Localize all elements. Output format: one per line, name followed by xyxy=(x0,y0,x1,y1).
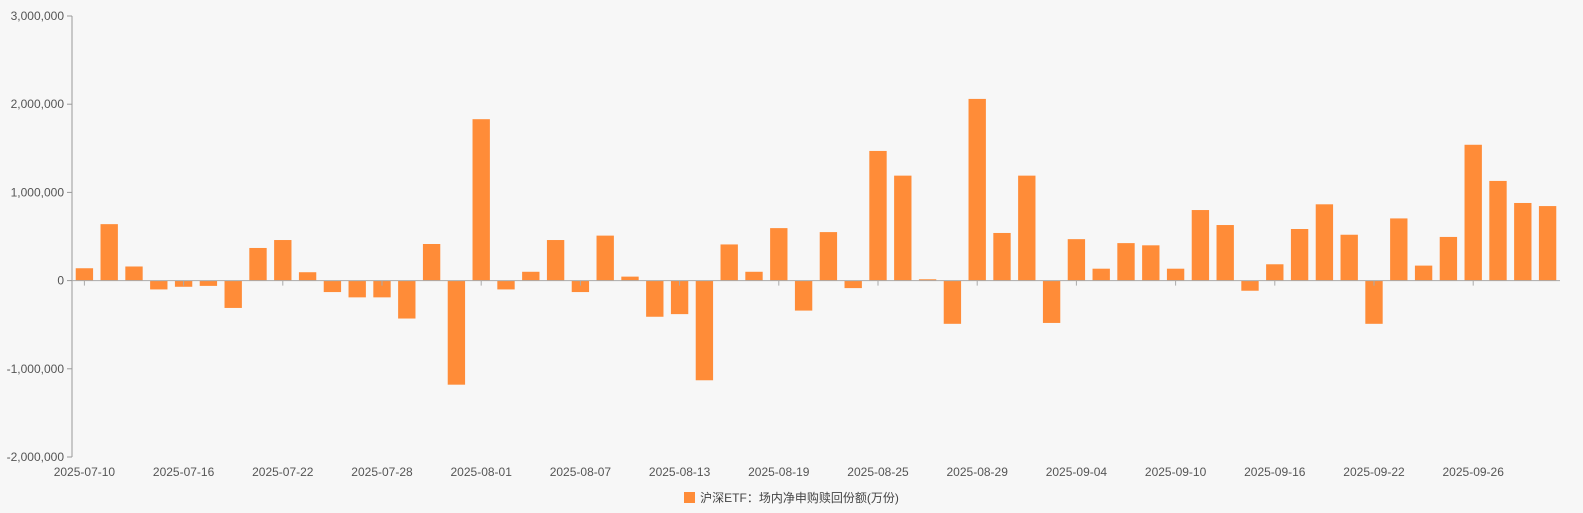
bar[interactable] xyxy=(770,228,788,281)
x-tick-label: 2025-09-10 xyxy=(1145,465,1207,479)
bar[interactable] xyxy=(1117,243,1135,281)
x-tick-label: 2025-08-29 xyxy=(947,465,1009,479)
bar[interactable] xyxy=(1489,180,1507,281)
bar[interactable] xyxy=(1390,218,1408,281)
bar[interactable] xyxy=(497,280,515,290)
bar[interactable] xyxy=(472,119,490,281)
bar[interactable] xyxy=(819,232,838,281)
bar[interactable] xyxy=(1365,280,1383,324)
bar[interactable] xyxy=(695,280,714,381)
x-tick-label: 2025-07-10 xyxy=(54,465,116,479)
bar[interactable] xyxy=(1241,280,1259,291)
y-tick-label: 0 xyxy=(57,274,64,288)
bar[interactable] xyxy=(720,244,738,281)
bar[interactable] xyxy=(1439,236,1458,281)
bar[interactable] xyxy=(1216,225,1234,281)
bar[interactable] xyxy=(621,276,639,281)
y-tick-label: -2,000,000 xyxy=(7,450,65,464)
bar[interactable] xyxy=(869,150,887,281)
legend-label: 沪深ETF：场内净申购赎回份额(万份) xyxy=(700,491,899,505)
bar[interactable] xyxy=(968,98,986,281)
bar[interactable] xyxy=(199,280,218,286)
y-tick-label: -1,000,000 xyxy=(7,362,65,376)
bar[interactable] xyxy=(844,280,862,289)
bar[interactable] xyxy=(1290,229,1309,281)
x-tick-label: 2025-07-22 xyxy=(252,465,314,479)
bar[interactable] xyxy=(323,280,342,293)
bar[interactable] xyxy=(150,280,168,290)
bar[interactable] xyxy=(745,271,763,281)
bar[interactable] xyxy=(75,268,94,281)
x-tick-label: 2025-08-25 xyxy=(847,465,909,479)
bar[interactable] xyxy=(794,280,813,311)
bar[interactable] xyxy=(1340,234,1358,281)
bar[interactable] xyxy=(1315,204,1334,281)
y-tick-label: 1,000,000 xyxy=(11,185,65,199)
bar[interactable] xyxy=(596,235,614,281)
bar[interactable] xyxy=(993,232,1011,281)
x-tick-label: 2025-09-04 xyxy=(1046,465,1108,479)
x-tick-label: 2025-08-19 xyxy=(748,465,810,479)
x-tick-label: 2025-09-26 xyxy=(1443,465,1505,479)
bar[interactable] xyxy=(894,175,912,281)
bar[interactable] xyxy=(1166,268,1185,281)
x-tick-label: 2025-09-16 xyxy=(1244,465,1306,479)
legend[interactable]: 沪深ETF：场内净申购赎回份额(万份) xyxy=(0,489,1583,506)
x-tick-label: 2025-07-28 xyxy=(351,465,413,479)
bar[interactable] xyxy=(1414,265,1433,281)
bar[interactable] xyxy=(447,280,466,385)
bar[interactable] xyxy=(1538,206,1557,281)
bar[interactable] xyxy=(943,280,962,324)
x-tick-label: 2025-09-22 xyxy=(1343,465,1405,479)
bar[interactable] xyxy=(398,280,416,319)
bar[interactable] xyxy=(522,271,540,281)
y-tick-label: 3,000,000 xyxy=(11,9,65,23)
bar[interactable] xyxy=(670,280,689,315)
x-tick-label: 2025-08-07 xyxy=(550,465,612,479)
x-tick-label: 2025-08-13 xyxy=(649,465,711,479)
bar[interactable] xyxy=(1018,175,1036,281)
bar[interactable] xyxy=(546,240,565,281)
bar[interactable] xyxy=(224,280,242,308)
legend-swatch xyxy=(684,492,696,503)
x-tick-label: 2025-07-16 xyxy=(153,465,215,479)
bar[interactable] xyxy=(249,247,267,281)
bar[interactable] xyxy=(100,224,118,281)
y-tick-label: 2,000,000 xyxy=(11,97,65,111)
bar[interactable] xyxy=(274,240,292,281)
bar[interactable] xyxy=(1266,264,1284,281)
bar[interactable] xyxy=(422,244,441,281)
bar[interactable] xyxy=(348,280,366,298)
bar[interactable] xyxy=(1191,210,1210,281)
bar[interactable] xyxy=(1142,245,1160,281)
bar[interactable] xyxy=(1067,239,1086,281)
bar[interactable] xyxy=(571,280,590,293)
bar[interactable] xyxy=(918,279,937,281)
bar[interactable] xyxy=(1092,268,1110,281)
bar[interactable] xyxy=(125,266,143,281)
bar[interactable] xyxy=(298,272,317,281)
x-tick-label: 2025-08-01 xyxy=(451,465,513,479)
bar[interactable] xyxy=(1464,144,1482,281)
bar[interactable] xyxy=(373,280,391,298)
bar[interactable] xyxy=(1042,280,1061,323)
bar[interactable] xyxy=(646,280,664,317)
bar[interactable] xyxy=(1514,202,1532,281)
